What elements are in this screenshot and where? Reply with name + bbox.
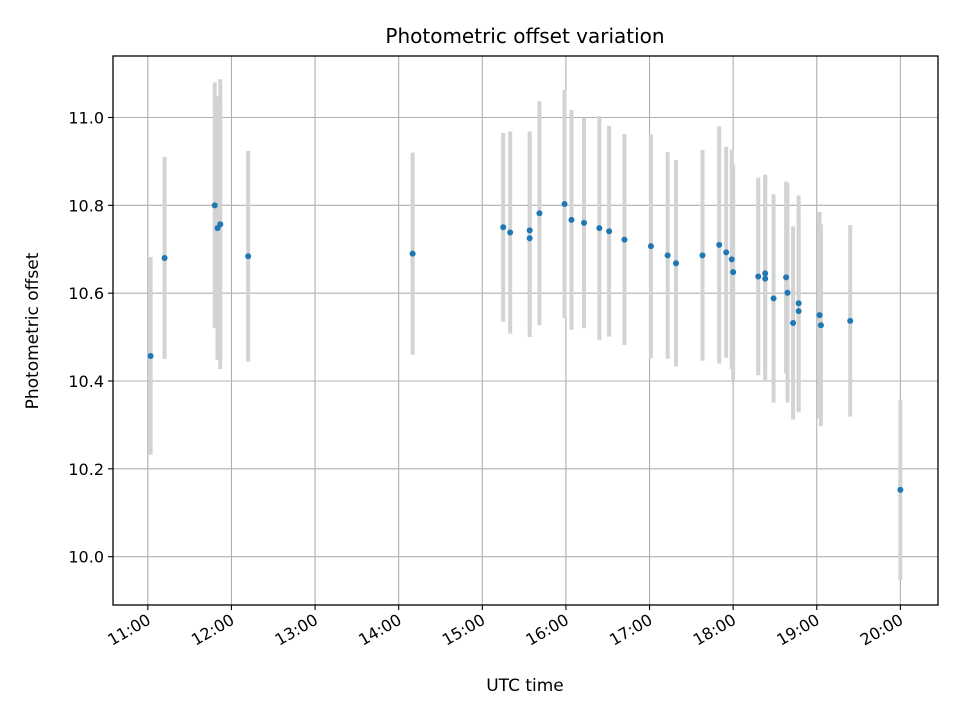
y-tick-label: 10.8	[68, 196, 104, 215]
y-axis-title: Photometric offset	[23, 252, 43, 409]
data-point	[409, 250, 416, 257]
y-tick-label: 10.0	[68, 548, 104, 567]
data-point	[606, 228, 613, 235]
data-point	[581, 219, 588, 226]
data-point	[536, 210, 543, 217]
data-point	[699, 252, 706, 259]
data-point	[762, 270, 769, 277]
data-point	[847, 317, 854, 324]
data-point	[507, 229, 514, 236]
data-point	[783, 274, 790, 281]
y-tick-label: 10.4	[68, 372, 104, 391]
data-point	[784, 289, 791, 296]
data-point	[795, 308, 802, 315]
data-point	[647, 243, 654, 250]
data-point	[728, 256, 735, 263]
data-point	[526, 235, 533, 242]
data-point	[762, 275, 769, 282]
y-tick-label: 10.2	[68, 460, 104, 479]
y-tick-label: 11.0	[68, 108, 104, 127]
data-point	[730, 269, 737, 276]
data-point	[596, 225, 603, 232]
data-point	[664, 252, 671, 259]
data-point	[755, 273, 762, 280]
data-point	[217, 221, 224, 228]
data-point	[245, 253, 252, 260]
plot-frame	[112, 55, 939, 606]
grid-lines	[113, 56, 938, 605]
data-points	[147, 201, 904, 493]
data-point	[723, 249, 730, 256]
data-point	[790, 320, 797, 327]
data-point	[500, 224, 507, 231]
data-point	[770, 295, 777, 302]
y-axis: 10.0 10.2 10.4 10.6 10.8 11.0	[68, 108, 113, 567]
data-point	[716, 241, 723, 248]
chart-title: Photometric offset variation	[385, 24, 664, 48]
data-point	[526, 227, 533, 234]
data-point	[817, 322, 824, 329]
y-tick-label: 10.6	[68, 284, 104, 303]
data-point	[147, 352, 154, 359]
data-point	[816, 312, 823, 319]
x-axis-title: UTC time	[486, 676, 564, 696]
data-point	[561, 201, 568, 208]
data-point	[897, 486, 904, 493]
data-point	[568, 216, 575, 223]
data-point	[161, 255, 168, 262]
data-point	[795, 300, 802, 307]
data-point	[211, 202, 218, 209]
data-point	[621, 236, 628, 243]
data-point	[673, 260, 680, 267]
